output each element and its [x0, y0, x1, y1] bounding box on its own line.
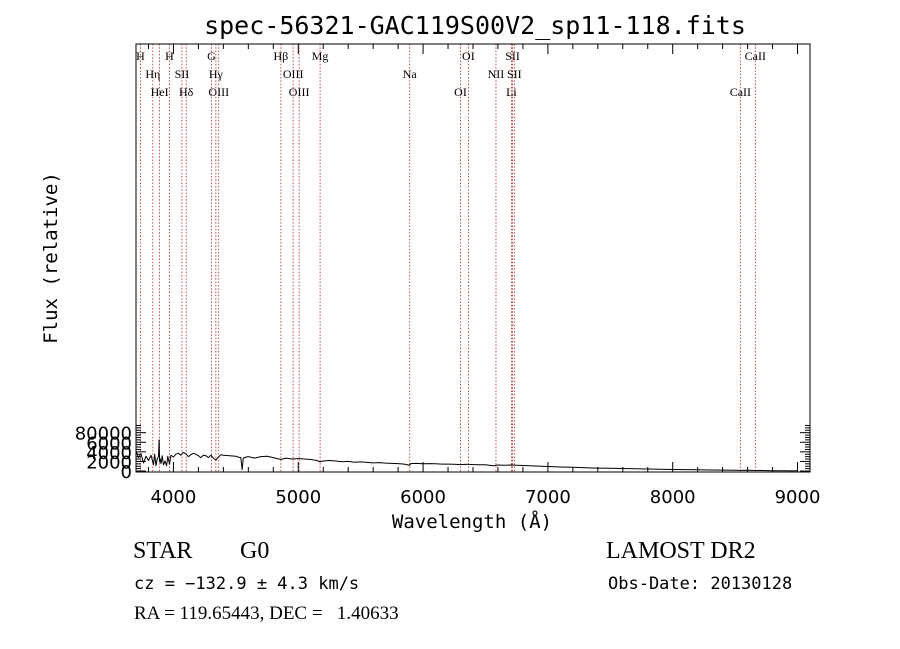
marker-label: HeI [151, 85, 169, 99]
spectrum-series-line [135, 439, 798, 472]
redshift-text: cz = −132.9 ± 4.3 km/s [134, 574, 360, 594]
y-tick-label: 4000 [86, 443, 132, 464]
marker-label: Hη [145, 67, 160, 81]
marker-label: SII [175, 67, 190, 81]
series-layer [135, 439, 798, 472]
marker-label: Li [506, 85, 517, 99]
marker-label: SII [507, 67, 522, 81]
marker-label: OI [462, 49, 475, 63]
x-tick-label: 7000 [525, 487, 571, 508]
y-tick-label: 6000 [86, 433, 132, 454]
marker-label: CaII [730, 85, 751, 99]
marker-label: Hβ [274, 49, 289, 63]
marker-label: Mg [312, 49, 329, 63]
x-tick-label: 8000 [650, 487, 696, 508]
object-class: STAR [133, 538, 193, 564]
x-axis: 4000 5000 6000 7000 8000 9000 [147, 44, 821, 508]
marker-label: OIII [283, 67, 304, 81]
marker-label: OIII [289, 85, 310, 99]
marker-label: SII [505, 49, 520, 63]
x-tick-label: 6000 [400, 487, 446, 508]
marker-label: G [207, 49, 216, 63]
obs-date-text: Obs-Date: 20130128 [608, 574, 793, 594]
chart-title: spec-56321-GAC119S00V2_sp11-118.fits [204, 11, 746, 40]
marker-label: H [165, 49, 174, 63]
y-tick-label: 80000 [75, 424, 132, 445]
x-axis-label: Wavelength (Å) [392, 510, 552, 533]
y-tick-label: 2000 [86, 452, 132, 473]
y-tick-label: 0 [121, 462, 132, 483]
coordinates-text: RA = 119.65443, DEC = 1.40633 [134, 603, 399, 624]
x-tick-label: 4000 [151, 487, 197, 508]
y-axis-label: Flux (relative) [40, 172, 62, 344]
object-subclass: G0 [240, 538, 270, 564]
emission-line-markers: HHηHeIHSIIHδGOIIIHγHβOIIIOIIIMgNaOIOINII… [136, 44, 766, 472]
marker-label: Na [403, 67, 418, 81]
x-tick-label: 9000 [775, 487, 821, 508]
marker-label: H [136, 49, 145, 63]
marker-label: NII [488, 67, 505, 81]
marker-label: Hγ [209, 67, 224, 81]
marker-label: CaII [745, 49, 766, 63]
marker-label: OIII [208, 85, 229, 99]
marker-label: Hδ [179, 85, 194, 99]
x-tick-label: 5000 [275, 487, 321, 508]
marker-label: OI [454, 85, 467, 99]
survey-label: LAMOST DR2 [606, 538, 756, 564]
plot-frame [135, 43, 811, 473]
